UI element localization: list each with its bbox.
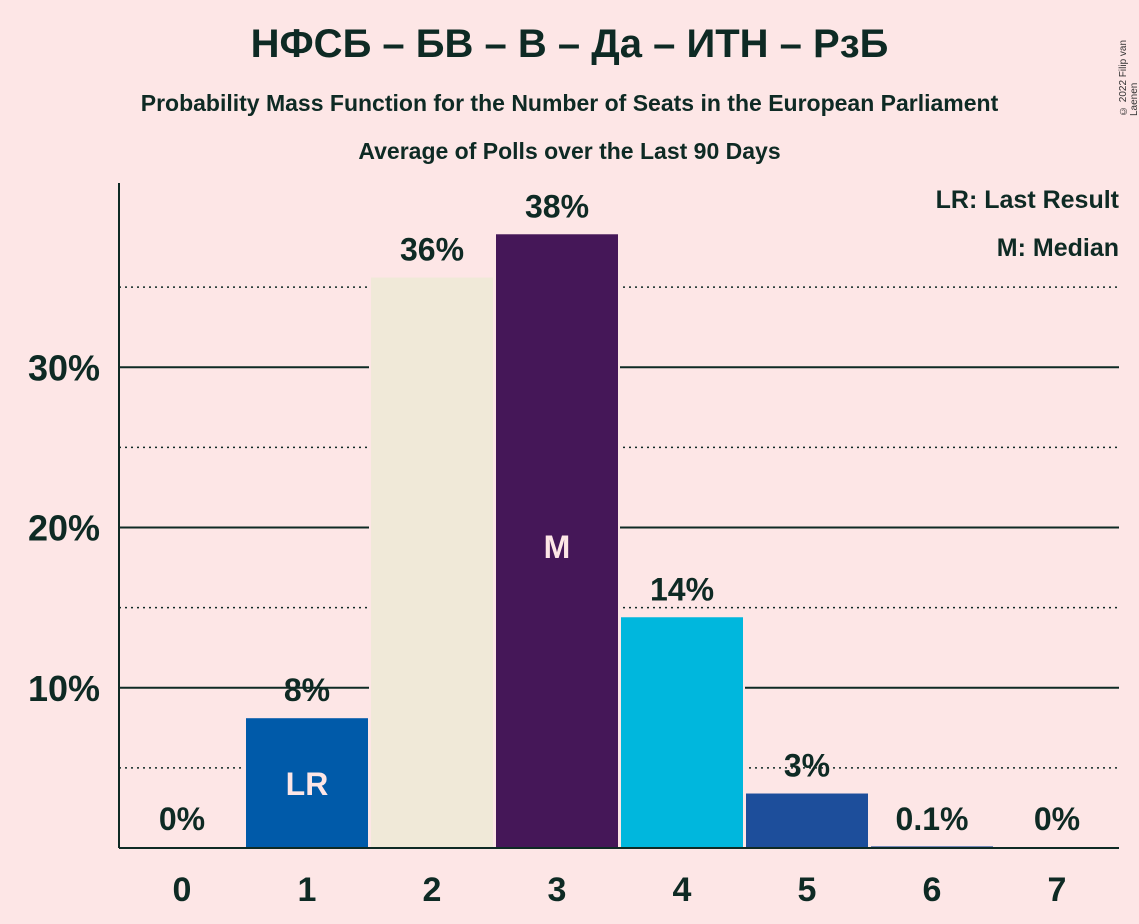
data-label: 38%	[525, 188, 589, 224]
bar	[746, 793, 868, 848]
x-tick-label: 2	[423, 871, 442, 909]
bar	[621, 617, 743, 848]
x-tick-label: 5	[798, 871, 817, 909]
bar	[496, 234, 618, 849]
data-label: 0.1%	[896, 801, 969, 837]
x-tick-label: 7	[1048, 871, 1067, 909]
x-tick-label: 4	[673, 871, 692, 909]
bars	[244, 234, 995, 849]
bar	[246, 718, 368, 848]
data-label: 8%	[284, 672, 330, 708]
bar-marker-label: LR	[286, 766, 329, 802]
x-tick-label: 6	[923, 871, 942, 909]
chart-title: НФСБ – БВ – В – Да – ИТН – РзБ	[250, 22, 889, 66]
x-tick-label: 3	[548, 871, 567, 909]
chart-subtitle-2: Average of Polls over the Last 90 Days	[358, 138, 781, 164]
data-label: 14%	[650, 571, 714, 607]
y-tick-label: 30%	[28, 347, 100, 388]
x-tick-label: 0	[173, 871, 192, 909]
axes: 10% 20% 30% 0 1 2 3 4 5 6 7	[28, 183, 1119, 909]
legend-median: M: Median	[996, 234, 1119, 262]
legend-last-result: LR: Last Result	[935, 186, 1119, 214]
data-label: 36%	[400, 232, 464, 268]
chart-subtitle: Probability Mass Function for the Number…	[140, 90, 999, 116]
x-tick-label: 1	[298, 871, 317, 909]
y-tick-label: 20%	[28, 508, 100, 549]
data-label: 3%	[784, 748, 830, 784]
data-label: 0%	[1034, 801, 1080, 837]
data-label: 0%	[159, 801, 205, 837]
value-labels: 0% 8% LR 36% 38% M 14% 3% 0.1% 0%	[159, 188, 1080, 837]
y-tick-label: 10%	[28, 668, 100, 709]
bar	[371, 277, 493, 848]
bar-marker-label: M	[544, 529, 571, 565]
